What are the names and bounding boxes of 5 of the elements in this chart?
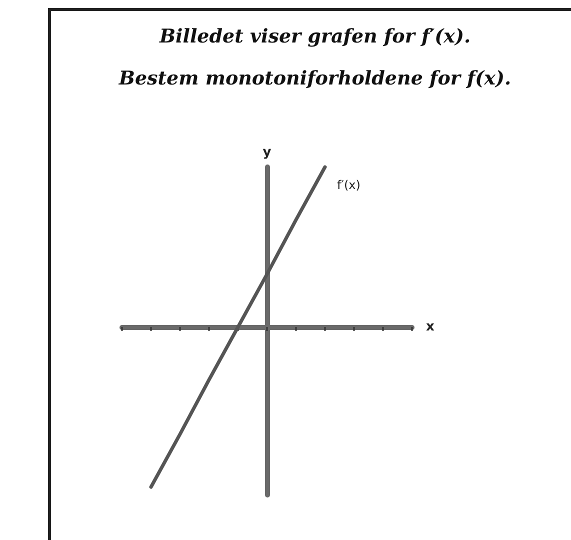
series-label: f′(x) — [337, 178, 360, 192]
chart-title: Billedet viser grafen for f′(x). — [158, 26, 471, 48]
x-axis-title: x — [426, 320, 435, 334]
chart-subtitle: Bestem monotoniforholdene for f(x). — [118, 68, 512, 90]
y-axis-title: y — [262, 145, 272, 160]
